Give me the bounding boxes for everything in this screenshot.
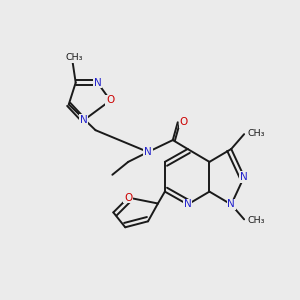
Text: CH₃: CH₃: [247, 216, 265, 225]
Text: N: N: [227, 200, 235, 209]
Text: CH₃: CH₃: [66, 53, 83, 62]
Text: O: O: [106, 95, 115, 106]
Text: N: N: [80, 115, 88, 125]
Text: N: N: [94, 78, 101, 88]
Text: O: O: [180, 117, 188, 127]
Text: N: N: [184, 200, 191, 209]
Text: CH₃: CH₃: [247, 129, 265, 138]
Text: O: O: [124, 193, 132, 202]
Text: N: N: [240, 172, 248, 182]
Text: N: N: [144, 147, 152, 157]
